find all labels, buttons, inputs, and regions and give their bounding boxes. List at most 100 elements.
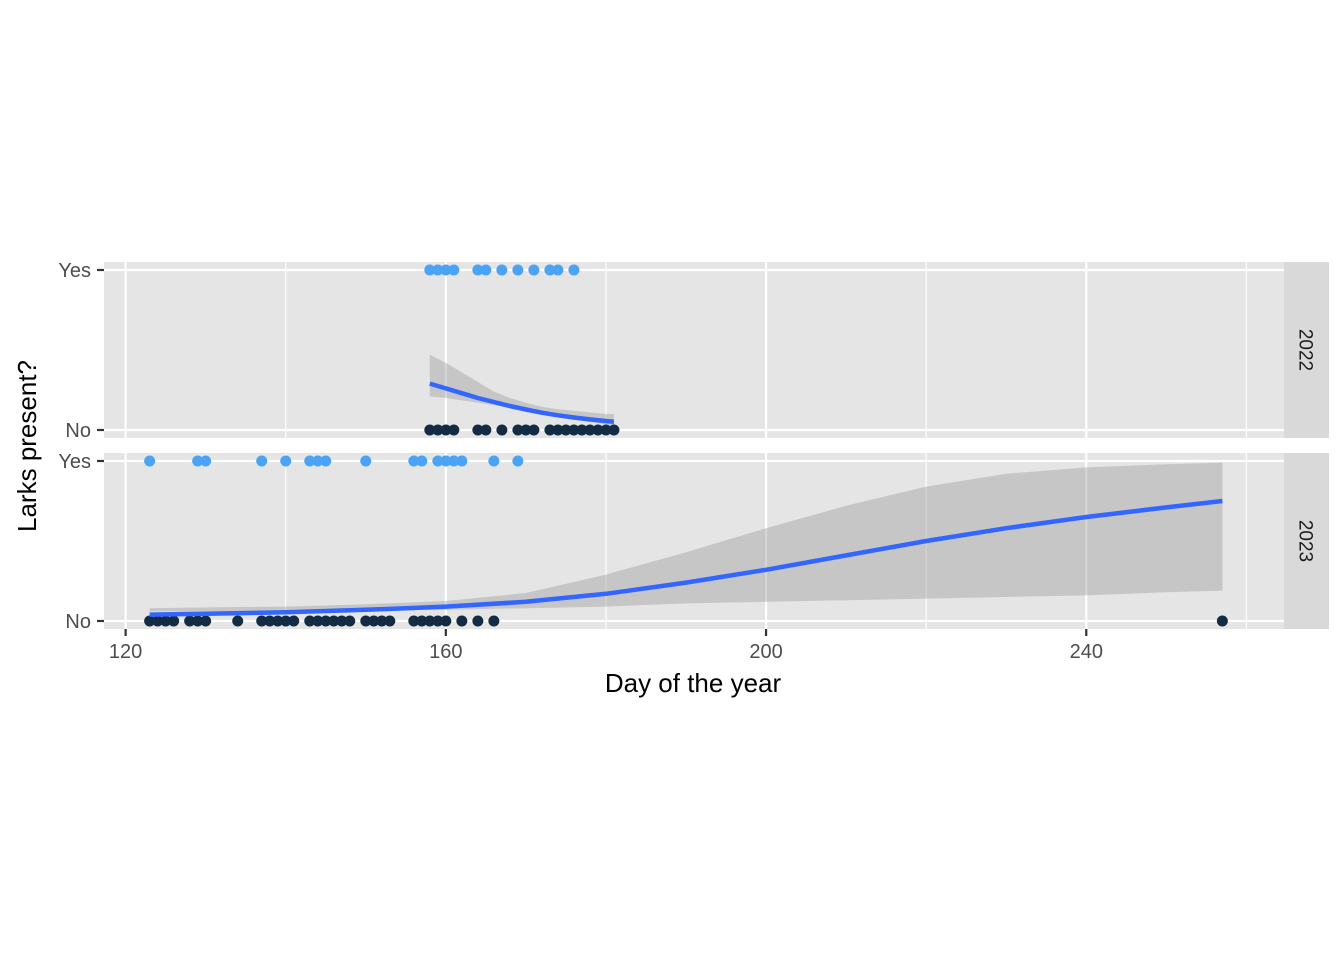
- point-no: [184, 615, 196, 627]
- point-yes: [280, 455, 292, 467]
- point-yes: [312, 455, 324, 467]
- point-yes: [448, 455, 460, 467]
- point-no: [152, 615, 164, 627]
- point-yes: [432, 455, 444, 467]
- point-yes: [496, 264, 508, 276]
- x-tick-label: 200: [749, 641, 782, 663]
- y-tick-label: No: [65, 420, 91, 442]
- point-no: [496, 424, 508, 436]
- point-yes: [448, 264, 460, 276]
- facet-strip-label: 2023: [1295, 520, 1316, 562]
- facet-strip-label: 2022: [1295, 329, 1316, 371]
- point-no: [608, 424, 620, 436]
- facet-strip: [1284, 453, 1329, 629]
- point-yes: [440, 264, 452, 276]
- fitted-curve: [149, 498, 1223, 617]
- y-tick-label: Yes: [58, 260, 91, 282]
- point-no: [568, 424, 580, 436]
- point-yes: [488, 455, 500, 467]
- point-no: [376, 615, 388, 627]
- point-no: [592, 424, 604, 436]
- point-yes: [360, 455, 372, 467]
- panel-background: [104, 262, 1284, 438]
- point-yes: [304, 455, 316, 467]
- point-no: [488, 615, 500, 627]
- point-no: [480, 424, 492, 436]
- point-no: [272, 615, 284, 627]
- point-no: [144, 615, 156, 627]
- point-yes: [256, 455, 268, 467]
- point-no: [528, 424, 540, 436]
- point-no: [192, 615, 204, 627]
- point-yes: [456, 455, 468, 467]
- point-no: [232, 615, 244, 627]
- point-no: [552, 424, 564, 436]
- point-yes: [528, 264, 540, 276]
- point-yes: [568, 264, 580, 276]
- point-no: [264, 615, 276, 627]
- facet-strip: [1284, 262, 1329, 438]
- point-no: [280, 615, 292, 627]
- point-yes: [424, 264, 436, 276]
- point-yes: [552, 264, 564, 276]
- point-yes: [144, 455, 156, 467]
- point-no: [312, 615, 324, 627]
- point-no: [424, 615, 436, 627]
- point-yes: [544, 264, 556, 276]
- point-no: [416, 615, 428, 627]
- point-yes: [480, 264, 492, 276]
- point-no: [472, 424, 484, 436]
- x-tick-label: 120: [109, 641, 142, 663]
- point-no: [424, 424, 436, 436]
- point-no: [288, 615, 300, 627]
- facet-panel-2023: No Yes 2023: [58, 451, 1329, 633]
- y-tick-label: No: [65, 611, 91, 633]
- point-no: [440, 424, 452, 436]
- y-axis-title: Larks present?: [12, 360, 42, 532]
- point-yes: [320, 455, 332, 467]
- point-no: [160, 615, 172, 627]
- point-yes: [416, 455, 428, 467]
- point-yes: [200, 455, 212, 467]
- point-yes: [192, 455, 204, 467]
- point-no: [560, 424, 572, 436]
- x-axis: 120 160 200 240: [109, 629, 1103, 663]
- point-no: [456, 615, 468, 627]
- point-no: [368, 615, 380, 627]
- facet-panels: No Yes 2022 No Yes 2023: [58, 260, 1329, 633]
- point-no: [256, 615, 268, 627]
- point-no: [408, 615, 420, 627]
- point-no: [336, 615, 348, 627]
- y-tick-label: Yes: [58, 451, 91, 473]
- point-no: [472, 615, 484, 627]
- point-no: [432, 424, 444, 436]
- point-no: [512, 424, 524, 436]
- confidence-ribbon: [149, 462, 1223, 612]
- point-no: [168, 615, 180, 627]
- point-no: [448, 424, 460, 436]
- point-no: [344, 615, 356, 627]
- point-no: [544, 424, 556, 436]
- point-yes: [432, 264, 444, 276]
- point-no: [200, 615, 212, 627]
- x-axis-title: Day of the year: [605, 668, 782, 698]
- x-tick-label: 240: [1070, 641, 1103, 663]
- point-no: [600, 424, 612, 436]
- point-yes: [472, 264, 484, 276]
- point-no: [520, 424, 532, 436]
- point-no: [576, 424, 588, 436]
- point-no: [328, 615, 340, 627]
- point-yes: [440, 455, 452, 467]
- x-tick-label: 160: [429, 641, 462, 663]
- fitted-curve: [429, 381, 615, 425]
- point-yes: [512, 455, 524, 467]
- facet-panel-2022: No Yes 2022: [58, 260, 1329, 442]
- point-yes: [512, 264, 524, 276]
- point-no: [360, 615, 372, 627]
- point-no: [320, 615, 332, 627]
- point-no: [584, 424, 596, 436]
- point-no: [1216, 615, 1228, 627]
- point-yes: [408, 455, 420, 467]
- point-no: [304, 615, 316, 627]
